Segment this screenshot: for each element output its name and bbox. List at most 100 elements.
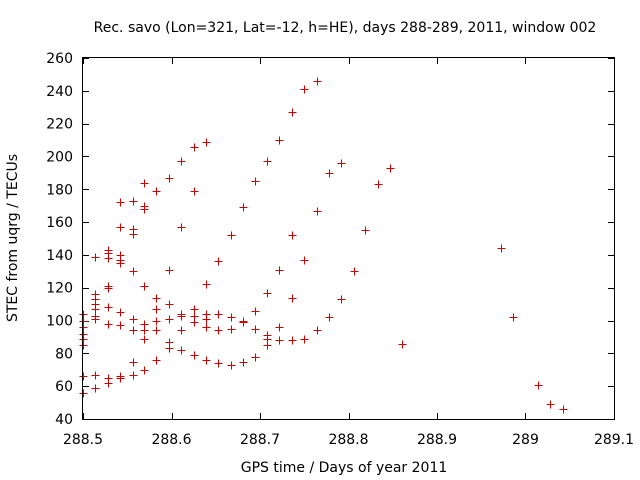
data-point <box>165 266 174 275</box>
x-axis-label: GPS time / Days of year 2011 <box>241 460 448 476</box>
data-point <box>165 300 174 309</box>
data-point <box>91 290 100 299</box>
y-tick-label: 200 <box>46 149 73 165</box>
data-point <box>202 323 211 332</box>
data-point <box>275 136 284 145</box>
data-point <box>214 310 223 319</box>
data-point <box>165 338 174 347</box>
x-tick-label: 288.6 <box>151 432 191 448</box>
data-point <box>152 317 161 326</box>
data-point <box>313 77 322 86</box>
data-point <box>239 203 248 212</box>
data-point <box>239 358 248 367</box>
data-point <box>559 405 568 414</box>
data-point <box>129 326 138 335</box>
data-point <box>116 308 125 317</box>
data-point <box>177 326 186 335</box>
data-point <box>152 294 161 303</box>
y-tick-label: 60 <box>55 379 73 395</box>
data-point <box>288 336 297 345</box>
data-point <box>202 310 211 319</box>
data-point <box>214 257 223 266</box>
y-axis-label: STEC from uqrg / TECUs <box>5 154 21 322</box>
data-point <box>104 282 113 291</box>
data-point <box>79 317 88 326</box>
data-point <box>177 346 186 355</box>
x-tick-label: 289.1 <box>594 432 634 448</box>
data-point <box>251 307 260 316</box>
data-point <box>313 326 322 335</box>
data-point <box>116 223 125 232</box>
y-tick-label: 80 <box>55 346 73 362</box>
data-point <box>129 315 138 324</box>
y-tick-label: 40 <box>55 412 73 428</box>
data-point <box>129 225 138 234</box>
data-points <box>79 77 568 414</box>
data-point <box>152 305 161 314</box>
data-point <box>91 371 100 380</box>
data-point <box>116 251 125 260</box>
x-tick-label: 288.7 <box>240 432 280 448</box>
data-point <box>288 294 297 303</box>
y-tick-label: 100 <box>46 314 73 330</box>
data-point <box>497 244 506 253</box>
data-point <box>325 169 334 178</box>
data-point <box>79 330 88 339</box>
plot-frame <box>82 57 615 420</box>
data-point <box>534 381 543 390</box>
data-point <box>300 335 309 344</box>
data-point <box>386 164 395 173</box>
data-point <box>177 157 186 166</box>
data-point <box>140 202 149 211</box>
data-point <box>202 138 211 147</box>
data-point <box>214 326 223 335</box>
data-point <box>288 231 297 240</box>
data-point <box>79 372 88 381</box>
data-point <box>227 361 236 370</box>
x-tick-label: 289 <box>512 432 539 448</box>
data-point <box>300 85 309 94</box>
data-point <box>263 331 272 340</box>
data-point <box>129 267 138 276</box>
data-point <box>140 320 149 329</box>
data-point <box>202 280 211 289</box>
y-tick-label: 160 <box>46 215 73 231</box>
data-point <box>546 400 555 409</box>
data-point <box>116 198 125 207</box>
data-point <box>275 336 284 345</box>
data-point <box>91 253 100 262</box>
axis-ticks: 288.5 288.6 288.7 288.8 288.9 289 289.1 40 60 80 1… <box>46 51 634 448</box>
data-point <box>190 143 199 152</box>
data-point <box>263 289 272 298</box>
data-point <box>227 313 236 322</box>
data-point <box>177 310 186 319</box>
data-point <box>313 207 322 216</box>
data-point <box>140 366 149 375</box>
data-point <box>152 187 161 196</box>
data-point <box>337 159 346 168</box>
data-point <box>152 326 161 335</box>
data-point <box>165 174 174 183</box>
data-point <box>152 356 161 365</box>
data-point <box>129 371 138 380</box>
data-point <box>374 180 383 189</box>
data-point <box>177 223 186 232</box>
data-point <box>104 320 113 329</box>
y-tick-label: 180 <box>46 182 73 198</box>
x-tick-label: 288.5 <box>63 432 103 448</box>
data-point <box>337 295 346 304</box>
data-point <box>300 256 309 265</box>
data-point <box>288 108 297 117</box>
data-point <box>91 312 100 321</box>
x-tick-label: 288.9 <box>417 432 457 448</box>
data-point <box>104 303 113 312</box>
data-point <box>116 321 125 330</box>
y-tick-label: 220 <box>46 117 73 133</box>
data-point <box>140 282 149 291</box>
data-point <box>140 335 149 344</box>
chart-title: Rec. savo (Lon=321, Lat=-12, h=HE), days… <box>94 20 597 36</box>
x-tick-label: 288.8 <box>328 432 368 448</box>
data-point <box>251 325 260 334</box>
data-point <box>190 312 199 321</box>
